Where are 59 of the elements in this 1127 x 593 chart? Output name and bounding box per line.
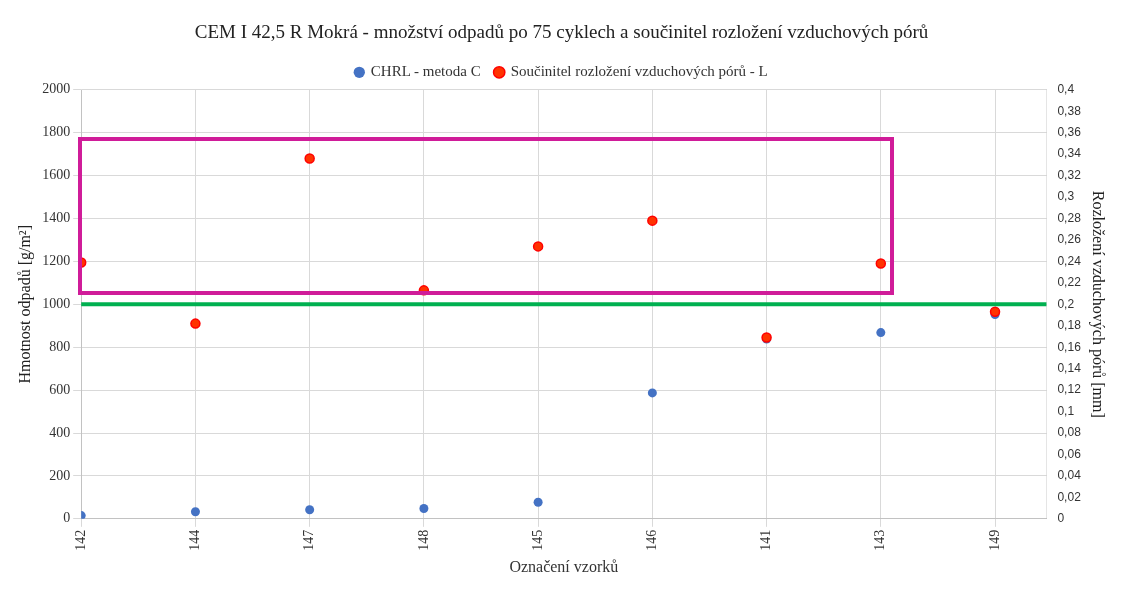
- y-tick-label: 1200: [42, 253, 71, 269]
- y-tick-label: 200: [49, 467, 71, 483]
- y2-tick-label: 0,16: [1057, 339, 1082, 354]
- y-axis-title: Hmotnost odpadů [g/m²]: [15, 225, 34, 384]
- y2-tick-label: 0,14: [1057, 360, 1082, 375]
- point: [533, 497, 543, 507]
- y2-axis-title: Rozložení vzduchových pórů [mm]: [1089, 190, 1108, 418]
- point: [532, 241, 544, 252]
- point: [647, 215, 658, 226]
- x-axis-title: Označení vzorků: [509, 557, 619, 575]
- y2-tick-label: 0,18: [1057, 318, 1082, 333]
- y2-tick-label: 0,04: [1057, 468, 1082, 483]
- x-tick-label: 149: [986, 529, 1002, 551]
- y-tick-label: 400: [49, 424, 71, 440]
- x-tick-label: 142: [72, 529, 88, 551]
- point: [876, 328, 886, 338]
- y2-tick-label: 0,24: [1057, 253, 1082, 268]
- y2-tick-label: 0,4: [1057, 82, 1075, 97]
- x-tick-label: 147: [301, 529, 317, 551]
- y-tick-label: 600: [49, 381, 71, 397]
- point: [304, 153, 315, 164]
- y2-tick-label: 0,12: [1057, 382, 1082, 397]
- y2-tick-label: 0,34: [1057, 146, 1082, 161]
- x-tick-label: 148: [415, 529, 431, 551]
- x-tick-label: 146: [644, 529, 660, 551]
- y2-tick-label: 0,36: [1057, 125, 1082, 140]
- y2-tick-label: 0,3: [1057, 189, 1075, 204]
- y2-tick-label: 0,26: [1057, 232, 1082, 247]
- y2-tick-label: 0,08: [1057, 425, 1082, 440]
- y2-tick-label: 0,06: [1057, 446, 1082, 461]
- y-tick-label: 0: [63, 510, 71, 526]
- y2-tick-label: 0,22: [1057, 275, 1082, 290]
- point: [647, 388, 657, 398]
- y-tick-label: 1400: [42, 210, 71, 226]
- y2-tick-label: 0,1: [1057, 403, 1075, 418]
- y2-tick-label: 0,2: [1057, 296, 1075, 311]
- point: [419, 504, 429, 513]
- y-tick-label: 800: [49, 338, 71, 354]
- point: [875, 258, 887, 269]
- point: [190, 507, 200, 517]
- y2-tick-label: 0,38: [1057, 103, 1082, 118]
- y-tick-label: 2000: [42, 81, 71, 97]
- y-tick-label: 1000: [42, 295, 71, 311]
- y-tick-label: 1600: [42, 167, 71, 183]
- x-tick-label: 143: [872, 529, 888, 551]
- y2-tick-label: 0,28: [1057, 210, 1082, 225]
- point: [305, 505, 315, 515]
- x-tick-label: 141: [758, 529, 774, 551]
- point: [989, 306, 1001, 318]
- legend-label: Součinitel rozložení vzduchových pórů - L: [510, 63, 768, 80]
- y-tick-label: 1800: [42, 124, 71, 140]
- chart-title: CEM I 42,5 R Mokrá - množství odpadů po 75 cyklech a součinitel rozložení vzduchových pórů: [194, 21, 929, 43]
- y2-tick-label: 0,02: [1057, 489, 1082, 504]
- y2-tick-label: 0,32: [1057, 167, 1082, 182]
- legend-label: CHRL - metoda C: [370, 63, 481, 80]
- point: [190, 318, 201, 329]
- x-tick-label: 144: [187, 529, 203, 551]
- x-tick-label: 145: [529, 529, 545, 551]
- y2-tick-label: 0: [1057, 511, 1065, 526]
